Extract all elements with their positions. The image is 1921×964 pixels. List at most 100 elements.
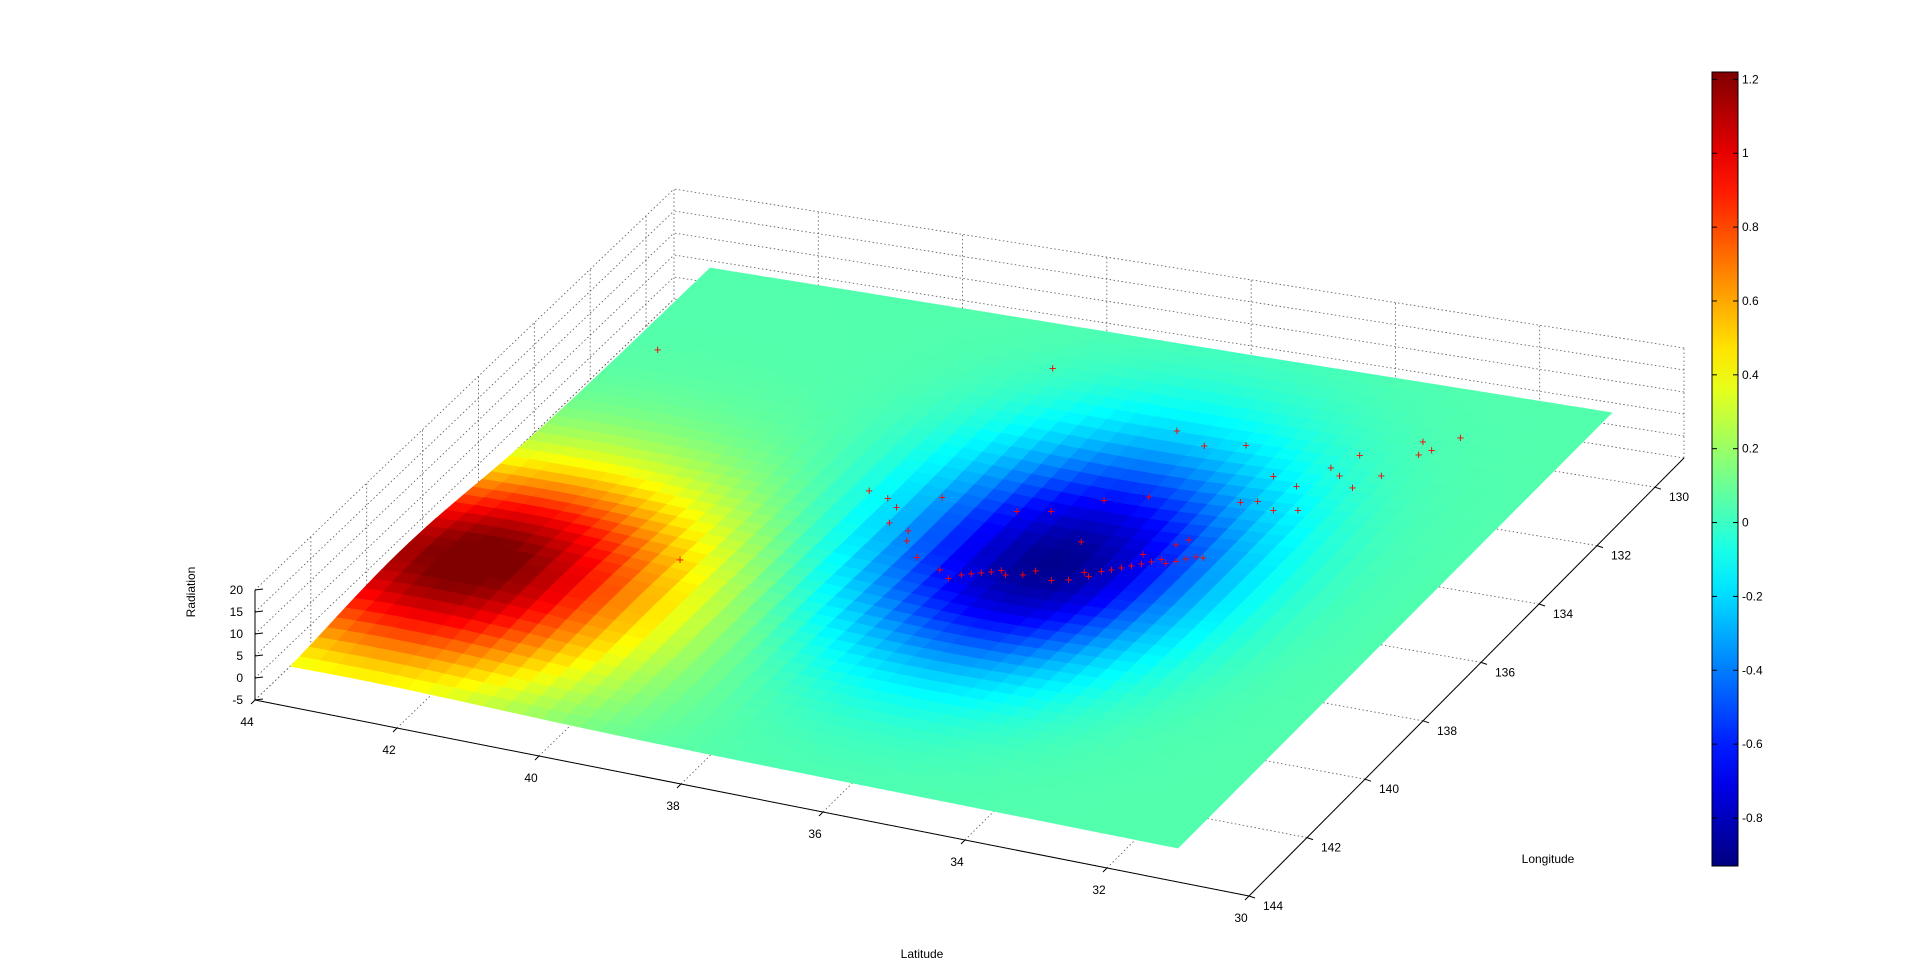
wall-gridline [254,188,675,591]
colorbar-tick-label: 0.2 [1742,442,1759,456]
z-tick-label: 10 [230,627,244,641]
marker-point: + [987,564,995,579]
marker-point: + [1145,489,1153,504]
colorbar-tick-label: -0.8 [1742,811,1763,825]
marker-point: + [884,491,892,506]
colorbar-tick-label: 0.6 [1742,294,1759,308]
marker-point: + [1048,572,1056,587]
wall-gridline [673,210,1685,371]
surface-plot [289,267,1613,849]
marker-point: + [1100,492,1108,507]
x-tick-label: 40 [524,771,538,785]
x-tick-label: 32 [1092,883,1106,897]
x-tick-mark [960,839,966,845]
y-tick-label: 136 [1495,665,1515,679]
marker-point: + [1098,564,1106,579]
z-tick-mark [254,676,264,679]
axis-ticks: 30 32 34 36 38 40 42 44 130 132 134 136 138 140 142 144… [230,486,1689,925]
marker-point: + [886,515,894,530]
colorbar-tick-label: 0 [1742,516,1749,530]
y-tick-mark [1422,720,1430,724]
wall-gridline [254,232,675,635]
marker-point: + [1327,460,1335,475]
wall-gridline [254,210,675,613]
y-tick-mark [1248,895,1256,899]
colorbar-rect [1711,71,1739,867]
z-tick-label: 0 [236,671,243,685]
x-tick-label: 34 [950,855,964,869]
y-tick-label: 134 [1553,607,1573,621]
marker-point: + [654,342,662,357]
marker-point: + [1049,360,1057,375]
marker-point: + [1415,447,1423,462]
marker-point: + [1254,494,1262,509]
z-tick-label: 5 [236,649,243,663]
wall-gridline [254,276,675,679]
colorbar-tick-label: -0.4 [1742,663,1763,677]
x-tick-mark [392,727,398,733]
z-tick-mark [254,632,264,635]
marker-point: + [1419,434,1427,449]
x-tick-mark [1102,867,1108,873]
marker-point: + [1172,553,1180,568]
x-tick-label: 42 [382,743,396,757]
marker-point: + [1078,534,1086,549]
x-tick-label: 36 [808,827,822,841]
marker-point: + [1013,503,1021,518]
x-tick-label: 38 [666,799,680,813]
marker-point: + [1270,469,1278,484]
z-tick-mark [254,698,264,701]
wall-gridline [673,254,1685,415]
marker-point: + [1172,537,1180,552]
marker-point: + [1108,562,1116,577]
marker-point: + [1294,502,1302,517]
x-tick-label: 44 [240,715,254,729]
y-tick-mark [1538,603,1546,607]
y-tick-label: 140 [1379,782,1399,796]
marker-point: + [1192,549,1200,564]
marker-point: + [913,549,921,564]
x-axis-label: Latitude [901,947,944,961]
marker-point: + [1047,504,1055,519]
marker-point: + [1148,554,1156,569]
marker-point: + [1032,563,1040,578]
colorbar-tick-label: -0.2 [1742,589,1763,603]
marker-point: + [1158,552,1166,567]
z-tick-label: 20 [230,583,244,597]
marker-series: ++++++++++++ + + + + ++ + ++ + ++ + + + +++ + ++ + + + ++ ++… [654,342,1464,587]
x-tick-mark [1244,895,1250,901]
y-tick-label: 144 [1263,899,1283,913]
marker-point: + [865,483,873,498]
z-axis-label: Radiation [184,567,198,618]
y-tick-label: 142 [1321,841,1341,855]
marker-point: + [938,489,946,504]
marker-point: + [893,500,901,515]
y-tick-label: 130 [1669,490,1689,504]
marker-point: + [1065,572,1073,587]
marker-point: + [1457,430,1465,445]
wall-gridline [673,188,1685,349]
marker-point: + [1349,480,1357,495]
marker-point: + [957,567,965,582]
marker-point: + [1293,479,1301,494]
y-tick-mark [1480,661,1488,665]
marker-point: + [904,523,912,538]
x-tick-mark [818,811,824,817]
colorbar: -0.8 -0.6 -0.4 -0.2 0 0.2 0.4 0.6 0.8 1 1.2 [1711,71,1763,867]
y-axis-label: Longitude [1522,852,1575,866]
y-tick-label: 132 [1611,549,1631,563]
marker-point: + [1118,560,1126,575]
x-tick-mark [534,755,540,761]
marker-point: + [945,571,953,586]
marker-point: + [903,533,911,548]
colorbar-tick-label: 0.4 [1742,368,1759,382]
z-tick-label: 15 [230,605,244,619]
z-tick-label: -5 [232,693,243,707]
marker-point: + [1085,568,1093,583]
marker-point: + [1138,556,1146,571]
marker-point: + [676,552,684,567]
marker-point: + [977,565,985,580]
y-tick-mark [1306,837,1314,841]
marker-point: + [1377,468,1385,483]
